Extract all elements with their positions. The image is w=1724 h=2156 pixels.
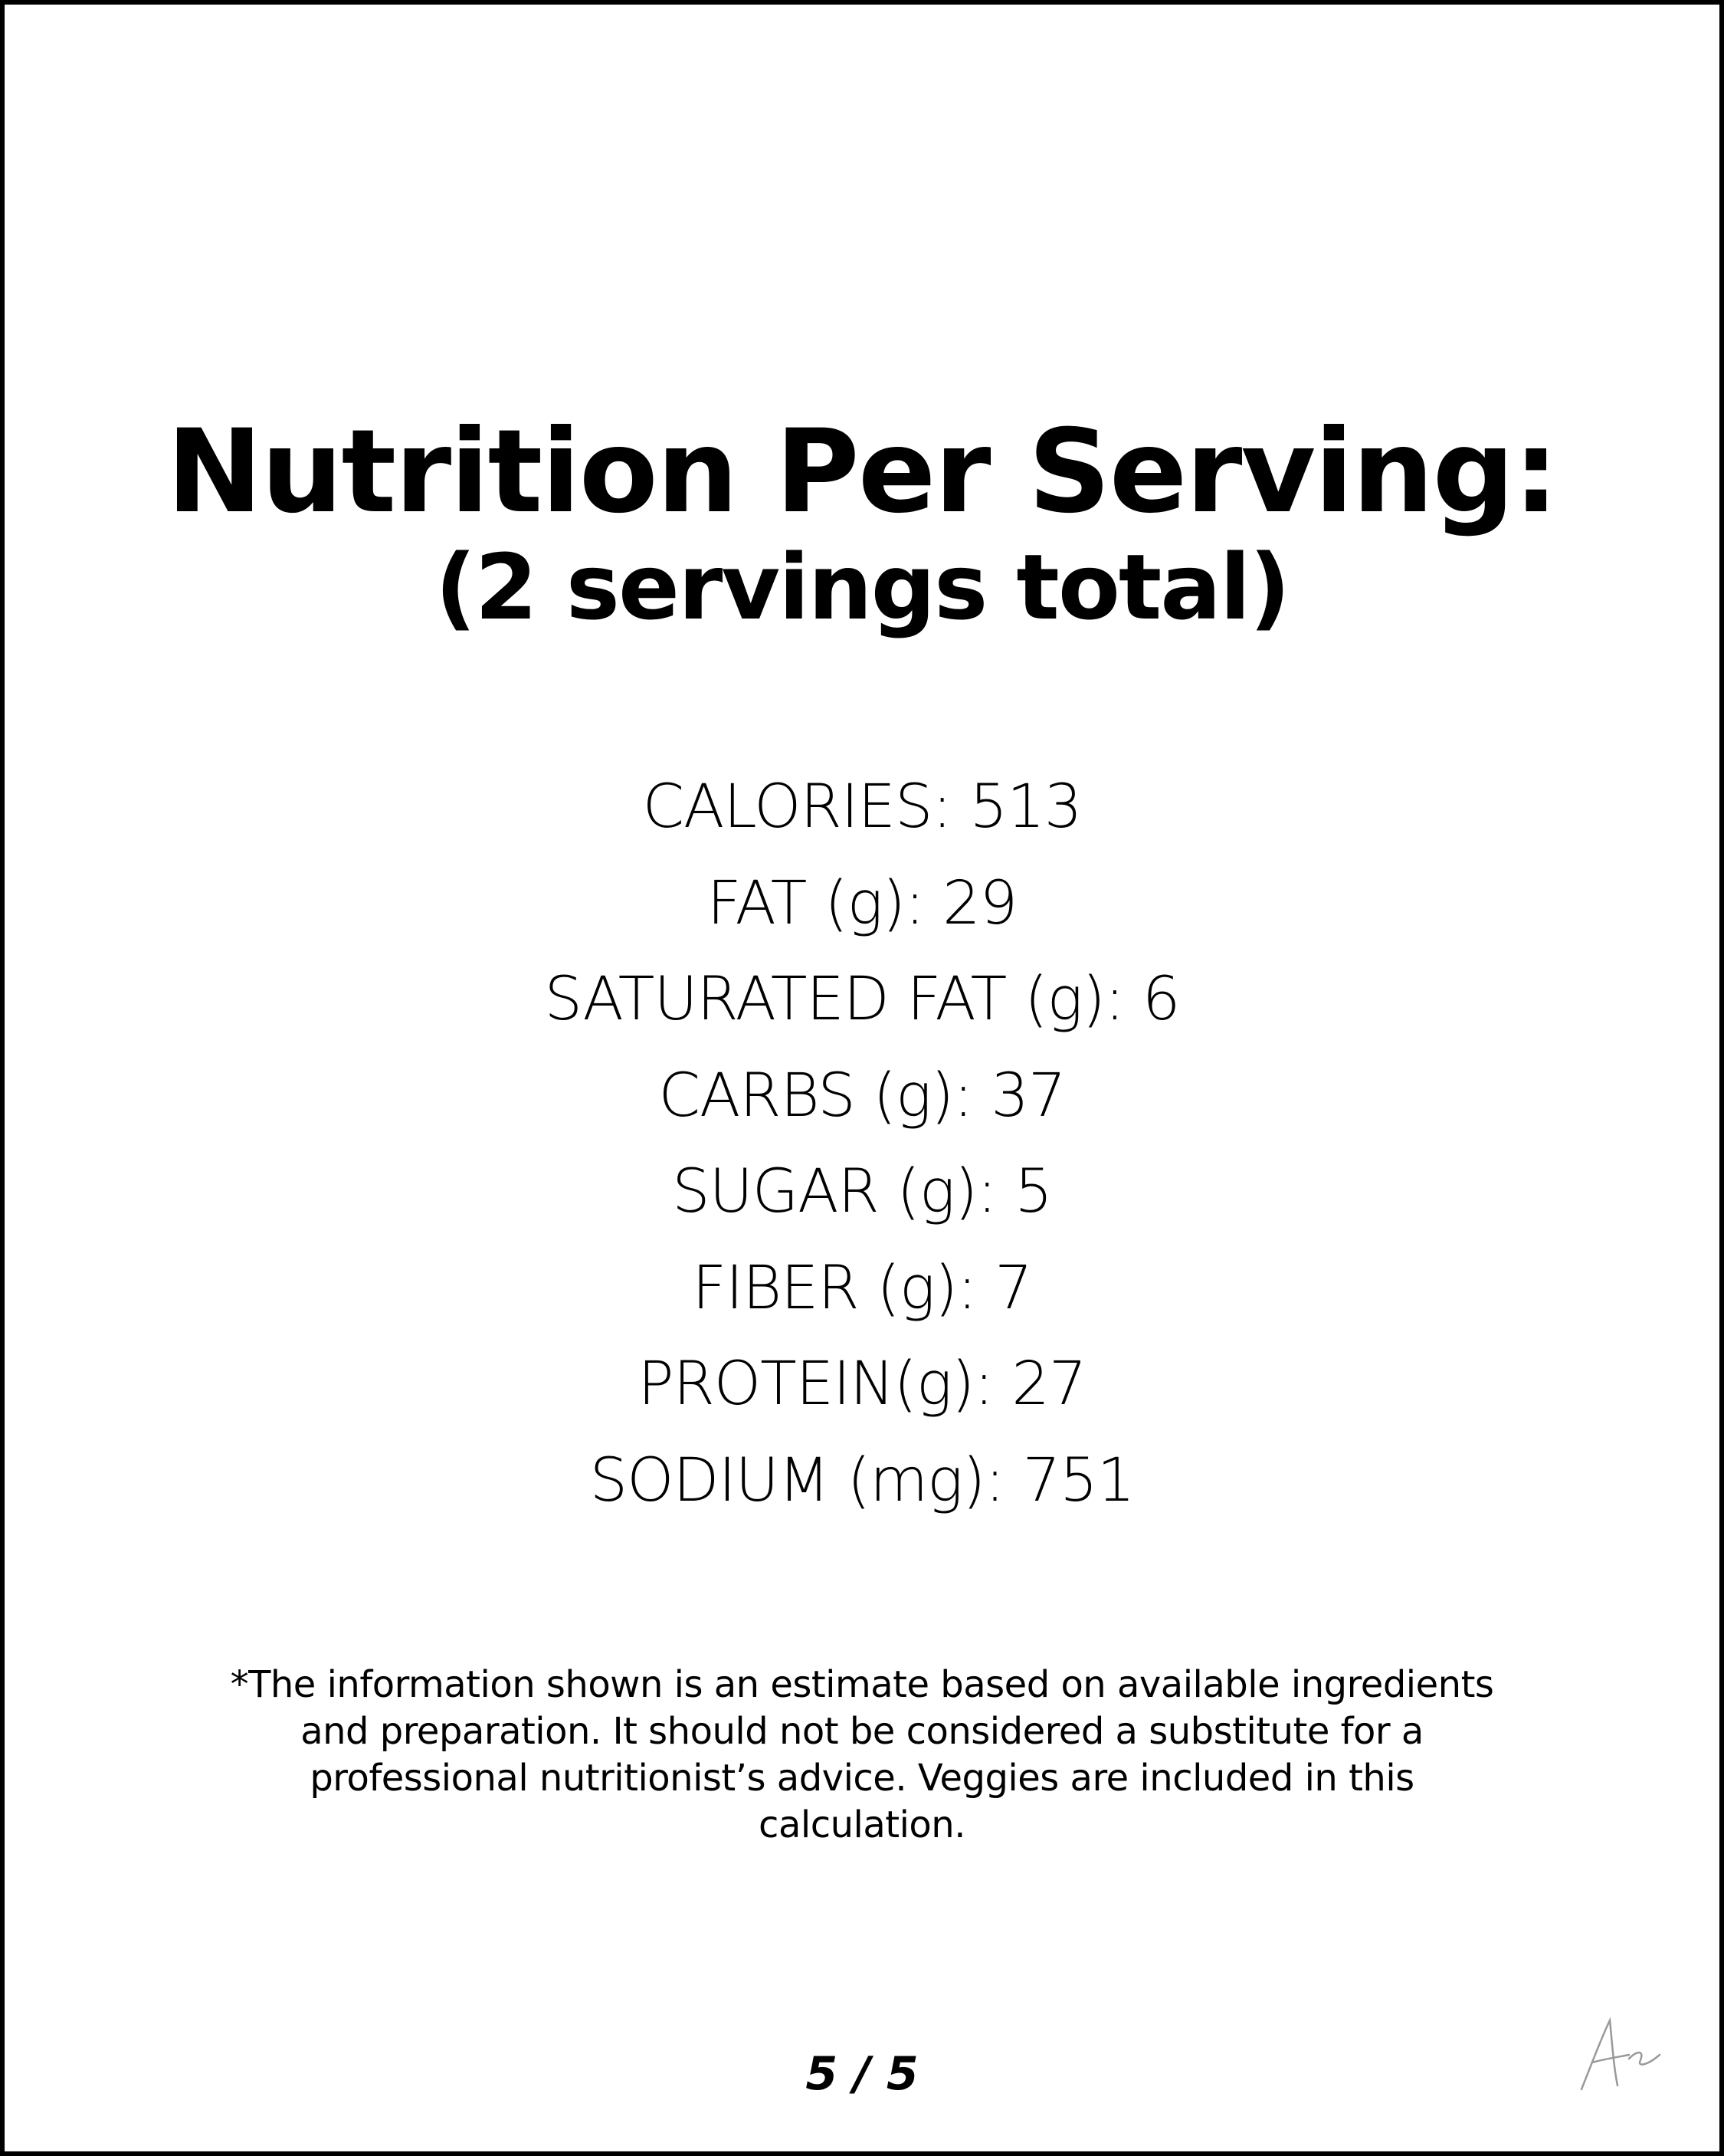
disclaimer-line: and preparation. It should not be consid… <box>300 1710 1424 1753</box>
title: Nutrition Per Serving: <box>166 405 1559 539</box>
disclaimer: *The information shown is an estimate ba… <box>5 1662 1719 1849</box>
disclaimer-line: professional nutritionist’s advice. Vegg… <box>310 1757 1414 1800</box>
nutrition-item: FIBER (g): 7 <box>692 1253 1033 1323</box>
disclaimer-line: calculation. <box>759 1803 965 1846</box>
nutrition-item: SUGAR (g): 5 <box>672 1157 1053 1226</box>
disclaimer-line: *The information shown is an estimate ba… <box>230 1663 1494 1706</box>
nutrition-item: CARBS (g): 37 <box>658 1061 1066 1131</box>
nutrition-item: CALORIES: 513 <box>642 773 1083 842</box>
subtitle: (2 servings total) <box>434 534 1291 640</box>
nutrition-item: SODIUM (mg): 751 <box>589 1446 1136 1515</box>
nutrition-item: SATURATED FAT (g): 6 <box>544 965 1181 1034</box>
page-number: 5 / 5 <box>805 2047 919 2101</box>
nutrition-item: FAT (g): 29 <box>706 868 1018 938</box>
nutrition-item: PROTEIN(g): 27 <box>637 1350 1087 1419</box>
signature <box>1580 2017 1661 2091</box>
nutrition-list: CALORIES: 513 FAT (g): 29 SATURATED FAT (g… <box>5 760 1719 1529</box>
